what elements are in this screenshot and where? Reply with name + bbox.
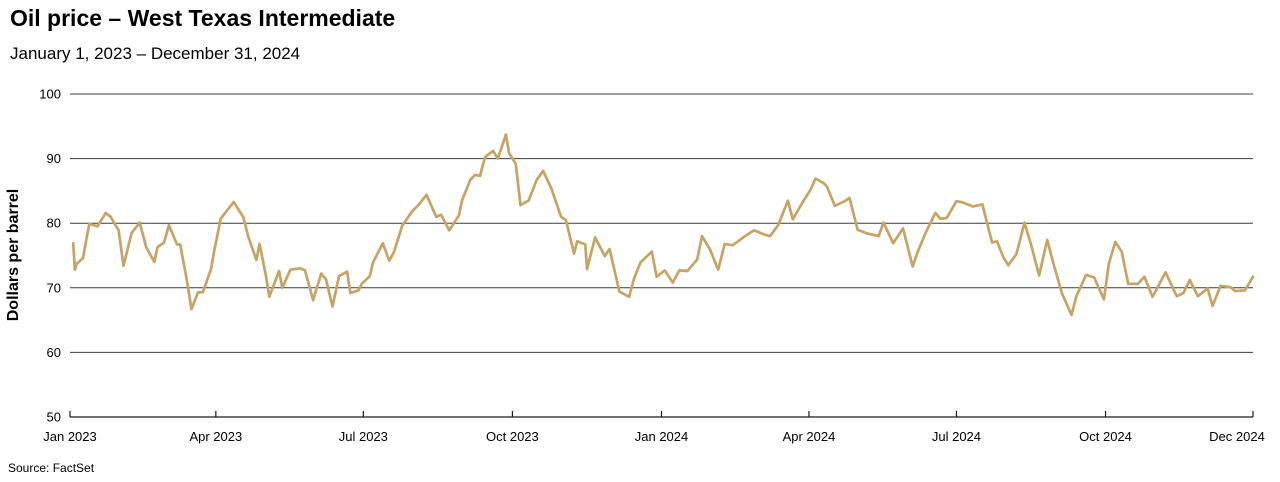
x-tick-label: Apr 2024 [783,429,836,444]
x-tick-label: Jan 2023 [43,429,97,444]
x-tick-label: Jul 2024 [932,429,981,444]
y-tick-label: 50 [47,410,61,425]
x-tick-label: Oct 2024 [1079,429,1132,444]
y-tick-label: 60 [47,345,61,360]
x-tick-label: Jan 2024 [635,429,689,444]
x-tick-label: Oct 2023 [486,429,539,444]
y-tick-label: 70 [47,280,61,295]
x-tick-label: Apr 2023 [189,429,242,444]
y-tick-label: 100 [39,87,61,102]
page-title: Oil price – West Texas Intermediate [10,5,396,31]
y-tick-label: 90 [47,151,61,166]
page-subtitle: January 1, 2023 – December 31, 2024 [10,44,301,63]
x-tick-label: Dec 2024 [1209,429,1265,444]
y-axis-title: Dollars per barrel [5,189,22,322]
y-tick-label: 80 [47,216,61,231]
price-line [71,133,1255,317]
x-tick-label: Jul 2023 [339,429,388,444]
source-note: Source: FactSet [8,461,95,475]
